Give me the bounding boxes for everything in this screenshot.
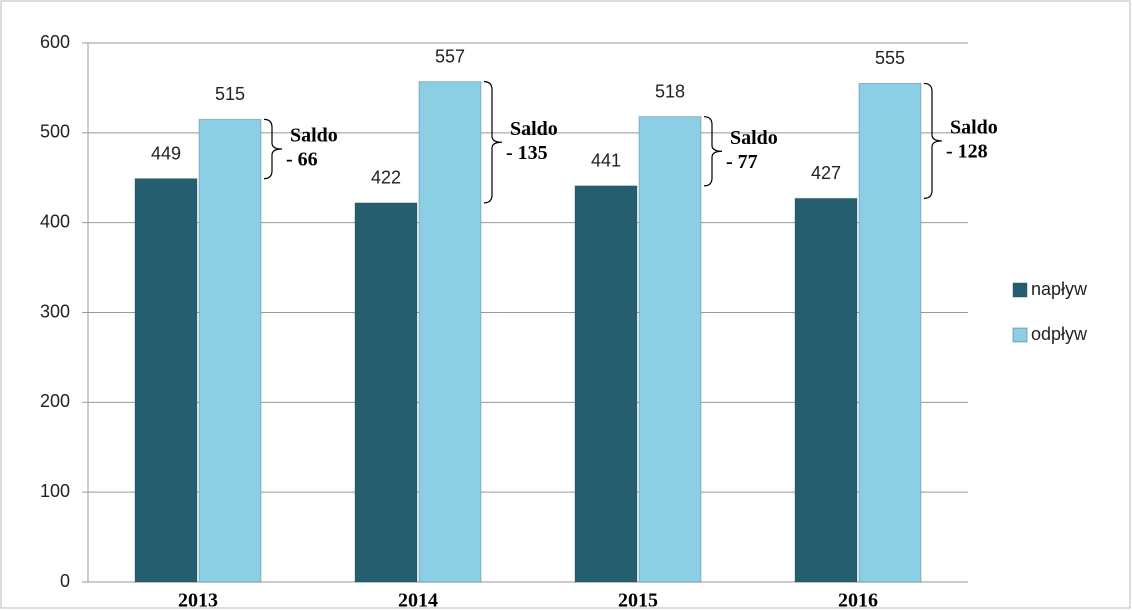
annotation: - 128 xyxy=(946,141,988,163)
value-label: 518 xyxy=(655,81,685,101)
annotation: Saldo xyxy=(290,125,338,147)
saldo-bracket xyxy=(483,81,503,204)
x-tick-label: 2013 xyxy=(178,590,218,610)
annotation: - 77 xyxy=(726,151,758,173)
value-label: 441 xyxy=(591,151,621,171)
value-label: 422 xyxy=(371,168,401,188)
bar xyxy=(418,81,482,583)
x-tick-label: 2014 xyxy=(398,590,438,610)
value-label: 557 xyxy=(435,46,465,66)
value-label: 449 xyxy=(151,143,181,163)
value-label: 427 xyxy=(811,163,841,183)
annotation: - 135 xyxy=(506,142,548,164)
legend-label: napływ xyxy=(1031,279,1088,299)
y-tick-label: 400 xyxy=(40,211,70,231)
saldo-bracket xyxy=(263,118,283,180)
annotation: - 66 xyxy=(286,149,318,171)
value-label: 555 xyxy=(875,48,905,68)
bar xyxy=(858,82,922,583)
annotation: Saldo xyxy=(950,117,998,139)
x-tick-label: 2016 xyxy=(838,590,878,610)
bar xyxy=(198,118,262,583)
y-tick-label: 500 xyxy=(40,122,70,142)
legend-swatch xyxy=(1012,282,1028,298)
legend-swatch xyxy=(1012,327,1028,343)
annotation: Saldo xyxy=(730,127,778,149)
bar xyxy=(794,197,858,583)
bar xyxy=(354,202,418,583)
x-tick-label: 2015 xyxy=(618,590,658,610)
y-tick-label: 100 xyxy=(40,481,70,501)
y-tick-label: 0 xyxy=(60,571,70,591)
bar xyxy=(134,178,198,583)
y-tick-label: 200 xyxy=(40,391,70,411)
bar xyxy=(638,116,702,583)
y-tick-label: 300 xyxy=(40,301,70,321)
saldo-bracket xyxy=(703,116,723,187)
annotation: Saldo xyxy=(510,118,558,140)
saldo-bracket xyxy=(923,82,943,200)
value-label: 515 xyxy=(215,84,245,104)
bar xyxy=(574,185,638,583)
legend-label: odpływ xyxy=(1031,324,1088,344)
y-tick-label: 600 xyxy=(40,32,70,52)
